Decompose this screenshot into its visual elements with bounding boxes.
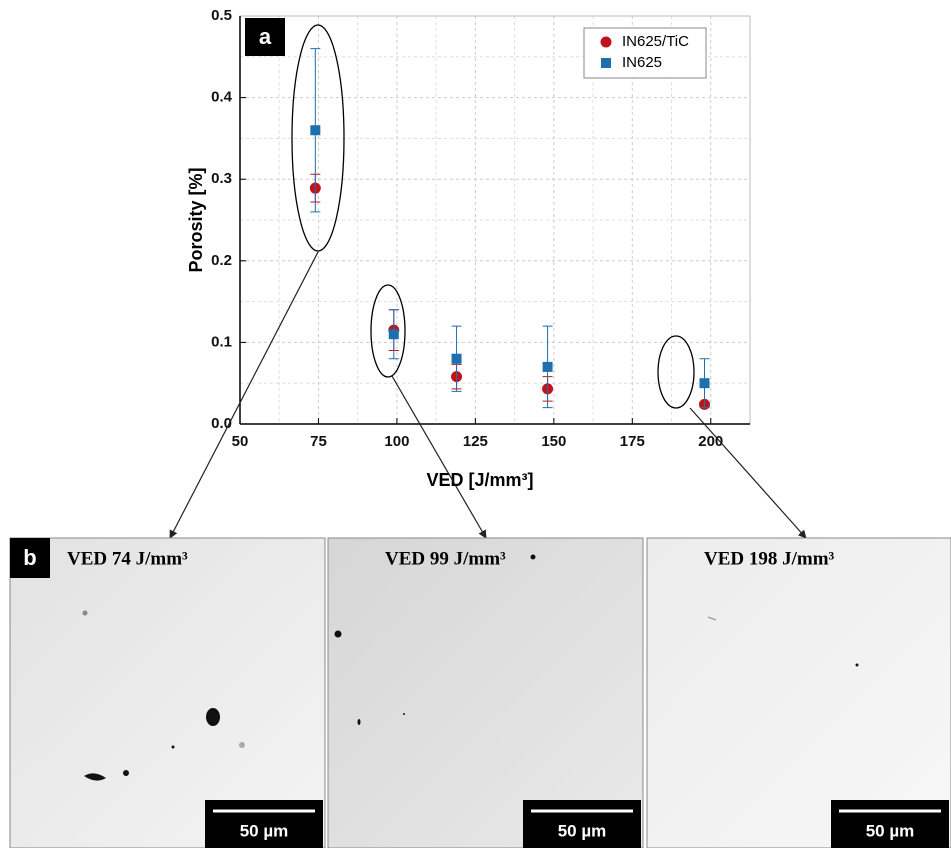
scale-label: 50 µm xyxy=(240,821,289,840)
legend-marker xyxy=(601,58,611,68)
scale-bar-box xyxy=(523,800,641,848)
micrograph xyxy=(646,537,951,848)
x-tick-label: 125 xyxy=(463,433,488,450)
point xyxy=(310,125,321,136)
y-tick-label: 0.3 xyxy=(211,170,232,187)
micrograph xyxy=(9,537,326,848)
point xyxy=(451,353,462,364)
legend-label: IN625/TiC xyxy=(622,33,689,50)
x-tick-label: 200 xyxy=(698,433,723,450)
y-tick-label: 0.4 xyxy=(211,89,233,106)
x-tick-label: 75 xyxy=(310,433,327,450)
panel-label: b xyxy=(23,545,36,570)
x-axis-label: VED [J/mm³] xyxy=(426,470,533,490)
y-tick-label: 0.1 xyxy=(211,333,232,350)
micrograph-title: VED 198 J/mm³ xyxy=(704,548,835,569)
scale-label: 50 µm xyxy=(866,821,915,840)
highlight-ellipse xyxy=(291,24,345,252)
legend-box xyxy=(583,27,707,79)
panel-label-box xyxy=(10,538,50,578)
x-tick-label: 150 xyxy=(541,433,566,450)
arrow xyxy=(169,251,319,539)
micrograph xyxy=(327,537,644,848)
scale-bar-box xyxy=(831,800,949,848)
pores xyxy=(82,554,859,781)
y-tick-label: 0.2 xyxy=(211,252,232,269)
legend-marker xyxy=(600,36,612,48)
panel-label: a xyxy=(259,24,272,49)
legend-label: IN625 xyxy=(622,54,662,71)
scale-label: 50 µm xyxy=(558,821,607,840)
x-tick-label: 50 xyxy=(232,433,249,450)
arrow xyxy=(689,407,807,539)
chart-a: 0.00.10.20.30.40.550 75 100 125 150 175 200VED… xyxy=(169,7,807,539)
point xyxy=(542,361,553,372)
panel-label-box xyxy=(245,18,285,56)
micrograph-title: VED 74 J/mm³ xyxy=(67,548,188,569)
point xyxy=(388,329,399,340)
scale-bar-box xyxy=(205,800,323,848)
point xyxy=(699,378,710,389)
x-tick-label: 175 xyxy=(620,433,645,450)
y-axis-label: Porosity [%] xyxy=(186,167,206,272)
micrograph-title: VED 99 J/mm³ xyxy=(385,548,506,569)
arrow xyxy=(391,375,487,539)
y-tick-label: 0.5 xyxy=(211,7,232,24)
highlight-ellipse xyxy=(657,335,695,409)
x-tick-label: 100 xyxy=(384,433,409,450)
panel-b: b VED 74 J/mm³ 50 µm VED 99 J/mm³ 50 µm VED 1… xyxy=(9,537,951,848)
highlight-ellipse xyxy=(370,284,406,378)
